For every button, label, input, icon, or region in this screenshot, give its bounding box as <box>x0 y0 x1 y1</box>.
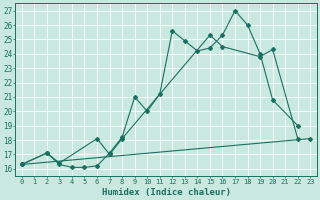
X-axis label: Humidex (Indice chaleur): Humidex (Indice chaleur) <box>101 188 230 197</box>
